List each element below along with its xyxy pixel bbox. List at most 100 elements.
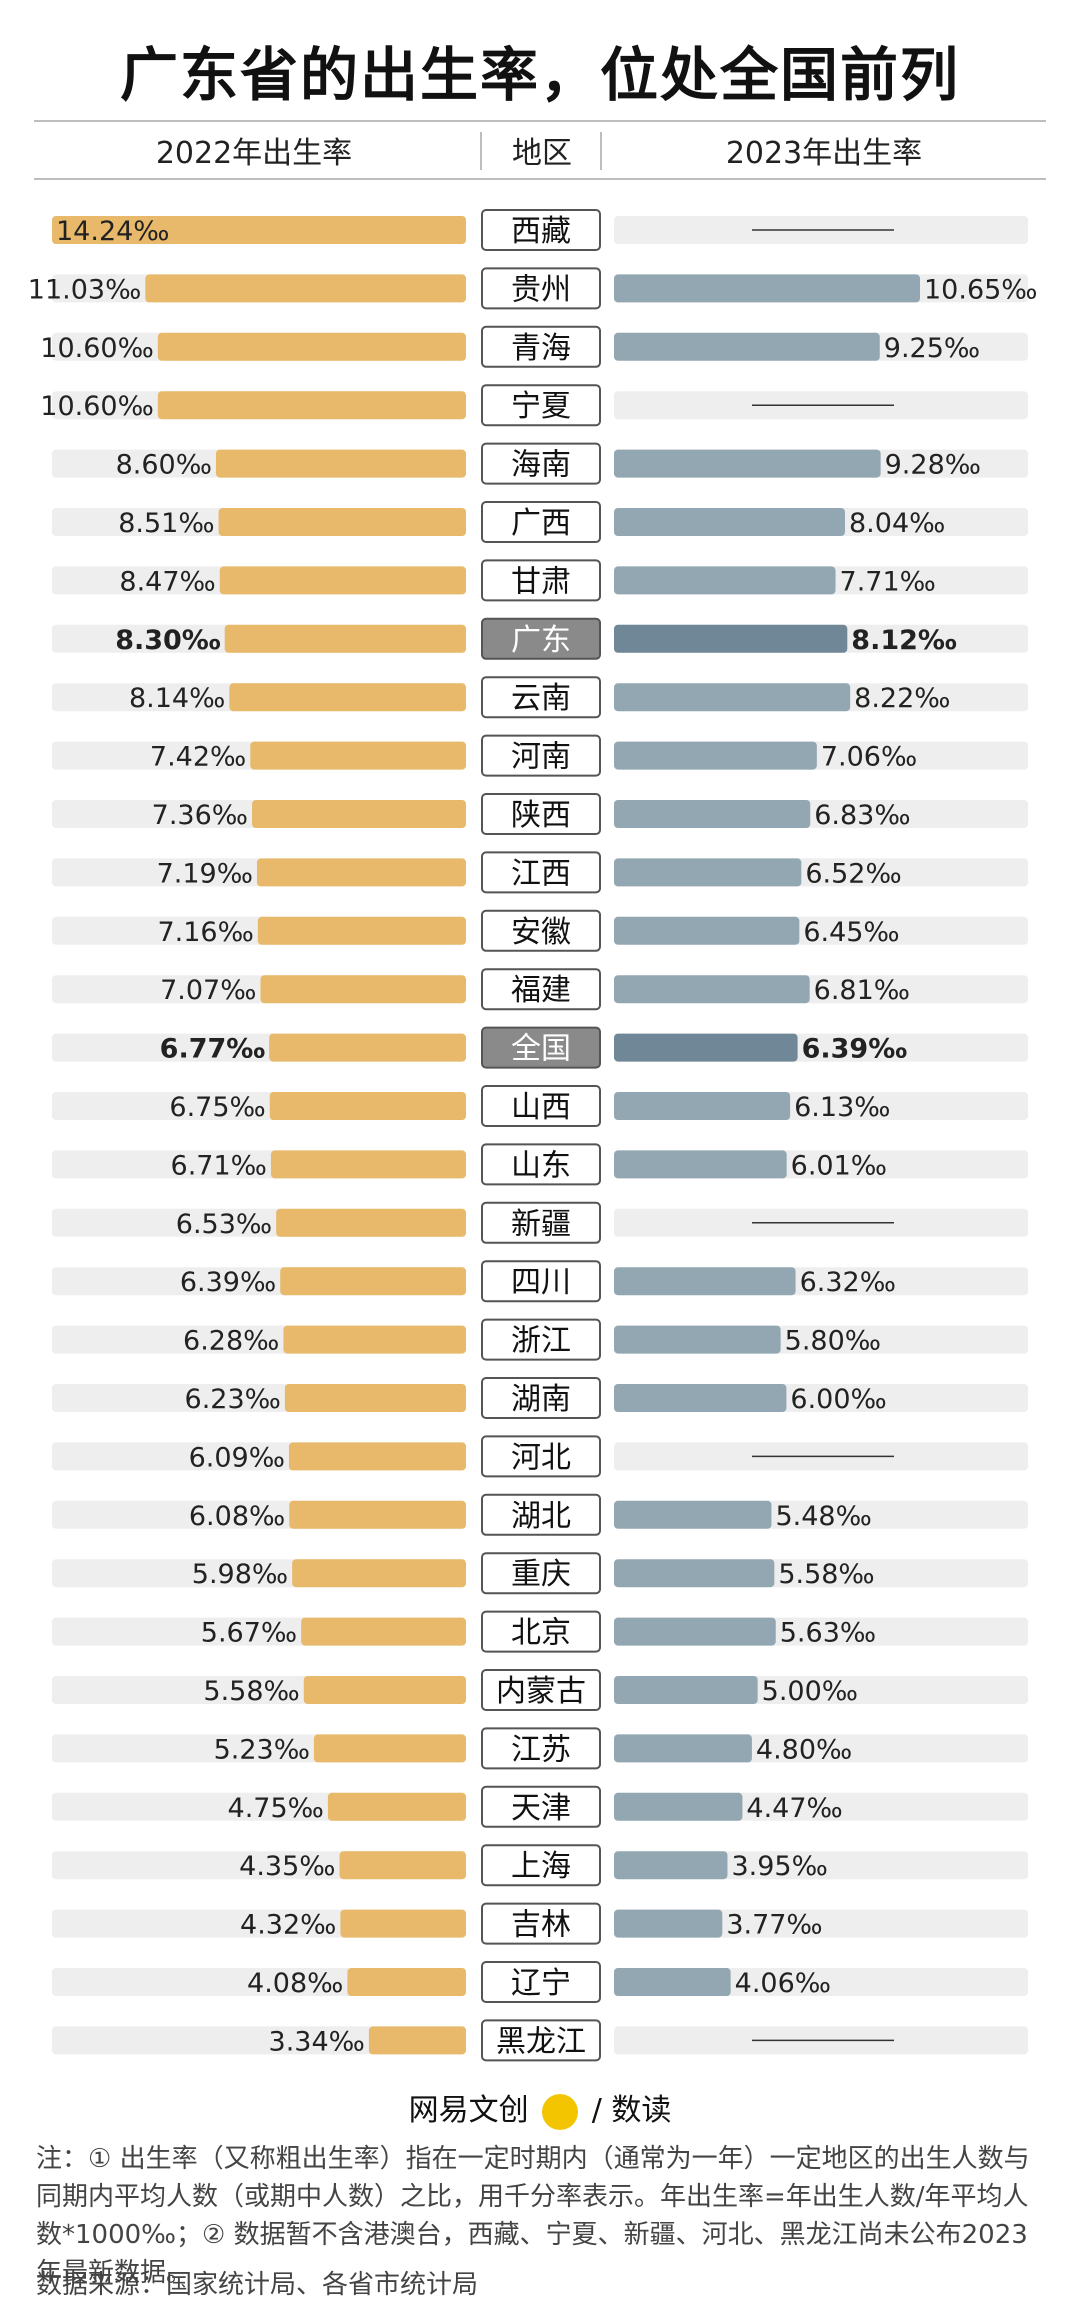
value-2022: 6.77‰ — [160, 1034, 266, 1065]
region-box — [481, 851, 601, 894]
header-top-line — [34, 120, 1046, 122]
value-2022: 3.34‰ — [269, 2026, 365, 2057]
bar-2022 — [256, 858, 466, 887]
value-2022: 5.98‰ — [192, 1559, 288, 1590]
bar-2022 — [280, 1267, 466, 1296]
region-box — [481, 1669, 601, 1711]
value-2022: 4.75‰ — [228, 1793, 324, 1824]
region-box — [481, 1085, 601, 1127]
brand-name: 网易文创 — [408, 2093, 529, 2128]
region-label: 安徽 — [511, 915, 571, 950]
bar-2023 — [614, 916, 800, 945]
region-box — [481, 267, 601, 310]
region-box — [481, 1785, 601, 1828]
bar-2022 — [218, 508, 466, 536]
value-2023: 6.01‰ — [791, 1150, 887, 1181]
bar-2023 — [614, 1792, 743, 1821]
bar-2022 — [250, 741, 466, 770]
region-box — [481, 734, 601, 777]
value-2022: 6.09‰ — [189, 1442, 285, 1473]
bar-2023 — [614, 449, 881, 478]
value-2023: 4.06‰ — [735, 1968, 831, 1999]
header-2023: 2023年出生率 — [725, 136, 923, 171]
region-label: 宁夏 — [511, 389, 571, 424]
value-2022: 8.14‰ — [129, 683, 225, 714]
bar-2022 — [339, 1851, 466, 1880]
value-2023: 5.80‰ — [785, 1326, 881, 1357]
region-label: 辽宁 — [511, 1966, 571, 2001]
region-box — [481, 793, 601, 835]
header-bottom-line — [34, 178, 1046, 180]
brand-logo: 网易文创 / 数读 — [0, 2085, 1080, 2130]
bar-2023 — [614, 1909, 723, 1938]
bar-2023 — [614, 1559, 775, 1588]
bar-2022 — [368, 2026, 466, 2055]
region-label: 河北 — [511, 1440, 571, 1475]
footnote: 注：① 出生率（又称粗出生率）指在一定时期内（通常为一年）一定地区的出生人数与同… — [36, 2144, 1030, 2288]
value-2022: 8.30‰ — [115, 625, 221, 656]
value-2023: 6.52‰ — [805, 858, 901, 889]
value-2023: 4.80‰ — [756, 1734, 852, 1765]
region-label: 江西 — [511, 856, 571, 891]
region-label: 青海 — [511, 331, 571, 366]
bar-2023 — [614, 741, 817, 770]
bar-2022 — [284, 1384, 466, 1412]
bar-2022 — [219, 566, 466, 595]
bar-2022 — [260, 975, 466, 1004]
bar-2022 — [276, 1208, 466, 1237]
region-label: 云南 — [511, 681, 571, 716]
value-2023: 3.95‰ — [731, 1851, 827, 1882]
bar-2022 — [283, 1325, 466, 1354]
value-2023: 6.32‰ — [800, 1267, 896, 1298]
value-2023: 6.45‰ — [803, 917, 899, 948]
value-2022: 8.51‰ — [118, 508, 214, 539]
bar-2022 — [327, 1792, 466, 1821]
value-2022: 11.03‰ — [28, 274, 142, 305]
bar-2023 — [614, 1851, 728, 1880]
value-2022: 6.28‰ — [183, 1326, 279, 1357]
region-label: 江苏 — [511, 1732, 571, 1767]
region-box — [481, 1844, 601, 1887]
value-2022: 14.24‰ — [56, 216, 170, 247]
bar-2023 — [614, 332, 880, 361]
value-2023: 6.81‰ — [814, 975, 910, 1006]
value-2023: 8.04‰ — [849, 508, 945, 539]
region-box — [481, 325, 601, 368]
value-2022: 7.36‰ — [152, 800, 248, 831]
page-title: 广东省的出生率，位处全国前列 — [119, 41, 960, 109]
region-box — [481, 501, 601, 543]
region-box — [481, 1201, 601, 1244]
value-2023: 5.00‰ — [762, 1676, 858, 1707]
value-2022: 8.47‰ — [119, 566, 215, 597]
bar-2023 — [614, 1033, 798, 1062]
value-2023: 5.48‰ — [775, 1501, 871, 1532]
value-2022: 10.60‰ — [40, 333, 154, 364]
value-2022: 6.53‰ — [176, 1209, 272, 1240]
value-2022: 7.07‰ — [160, 975, 256, 1006]
data-source: 数据来源：国家统计局、各省市统计局 — [36, 2270, 479, 2300]
region-box — [481, 209, 601, 251]
region-box — [481, 1026, 601, 1069]
region-box — [481, 1727, 601, 1770]
header-separator-right — [600, 132, 602, 170]
value-2022: 10.60‰ — [40, 391, 154, 422]
value-2022: 5.23‰ — [214, 1734, 310, 1765]
region-label: 湖南 — [511, 1382, 571, 1417]
region-label: 上海 — [511, 1849, 571, 1884]
bar-2023 — [614, 624, 848, 653]
region-box — [481, 442, 601, 485]
region-label: 福建 — [511, 973, 571, 1008]
bar-2022 — [157, 391, 466, 420]
bar-2023 — [614, 800, 811, 828]
track-2022 — [52, 2026, 466, 2055]
value-2022: 5.58‰ — [203, 1676, 299, 1707]
bar-2022 — [270, 1150, 466, 1179]
bar-2023 — [614, 683, 851, 712]
bar-2022 — [215, 449, 466, 478]
region-box — [481, 1902, 601, 1945]
bar-2022 — [288, 1442, 466, 1471]
value-2023: 6.13‰ — [794, 1092, 890, 1123]
bar-2023 — [614, 1734, 752, 1763]
value-2022: 6.23‰ — [185, 1384, 281, 1415]
value-2022: 5.67‰ — [201, 1618, 297, 1649]
